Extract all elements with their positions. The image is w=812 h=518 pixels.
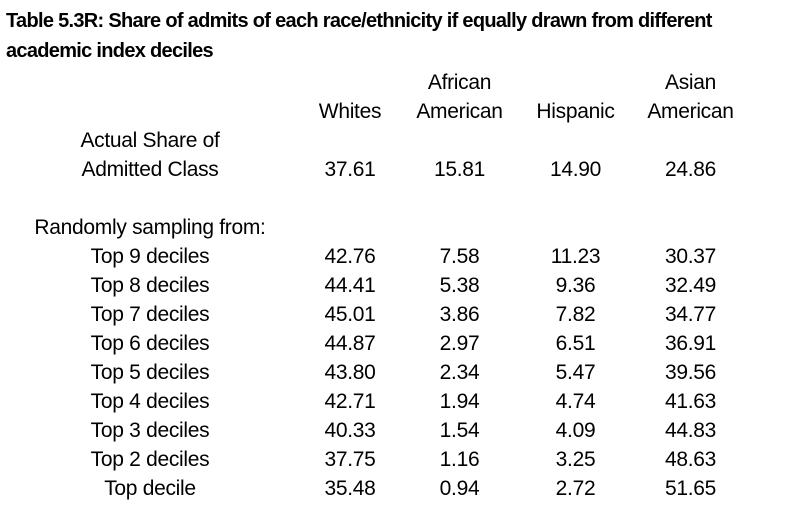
value-cell: 1.54 [439, 418, 480, 442]
value-cell: 42.76 [324, 244, 376, 268]
value-cell: 3.25 [555, 447, 596, 471]
value-cell: 5.47 [555, 360, 596, 384]
value-cell: 3.86 [439, 302, 480, 326]
value-cell: 51.65 [664, 476, 717, 500]
section-label-randomly-sampling: Randomly sampling from: [34, 215, 266, 239]
actual-share-label-row: Actual Share of [0, 126, 749, 155]
page: Table 5.3R: Share of admits of each race… [0, 6, 812, 518]
empty-cell [632, 213, 749, 242]
table-row: Top 7 deciles 45.01 3.86 7.82 34.77 [0, 300, 749, 329]
value-cell: 7.58 [439, 244, 480, 268]
value-cell: 44.87 [324, 331, 376, 355]
value-cell: 30.37 [664, 244, 717, 268]
empty-cell [519, 68, 632, 97]
row-label-top-6-deciles: Top 6 deciles [90, 331, 210, 355]
value-cell: 42.71 [324, 389, 376, 413]
spacer-row [0, 184, 749, 213]
table-row: Top 5 deciles 43.80 2.34 5.47 39.56 [0, 358, 749, 387]
empty-cell [0, 68, 300, 97]
header-asian-american-line1: Asian [664, 70, 717, 94]
row-label-top-2-deciles: Top 2 deciles [90, 447, 210, 471]
value-cell: 5.38 [439, 273, 480, 297]
header-african-american-line2: American [416, 99, 503, 123]
actual-share-values-row: Admitted Class 37.61 15.81 14.90 24.86 [0, 155, 749, 184]
row-label-top-8-deciles: Top 8 deciles [90, 273, 210, 297]
value-cell: 37.75 [324, 447, 376, 471]
value-cell: 2.72 [555, 476, 596, 500]
empty-cell [0, 184, 749, 213]
value-cell: 4.09 [555, 418, 596, 442]
value-cell: 39.56 [664, 360, 717, 384]
empty-cell [400, 213, 519, 242]
table-row: Top 3 deciles 40.33 1.54 4.09 44.83 [0, 416, 749, 445]
value-cell: 48.63 [664, 447, 717, 471]
row-label-top-decile: Top decile [104, 476, 196, 500]
header-asian-american-line2: American [647, 99, 734, 123]
table-row: Top decile 35.48 0.94 2.72 51.65 [0, 474, 749, 503]
header-row-1: African Asian [0, 68, 749, 97]
table-title: Table 5.3R: Share of admits of each race… [6, 6, 812, 66]
value-cell: 2.97 [439, 331, 480, 355]
value-cell: 34.77 [664, 302, 717, 326]
value-cell: 1.94 [439, 389, 480, 413]
value-cell: 4.74 [555, 389, 596, 413]
value-cell: 44.41 [324, 273, 376, 297]
table-title-line-1: Table 5.3R: Share of admits of each race… [6, 10, 712, 32]
table-row: Top 2 deciles 37.75 1.16 3.25 48.63 [0, 445, 749, 474]
section-row: Randomly sampling from: [0, 213, 749, 242]
empty-cell [300, 126, 400, 155]
row-label-top-4-deciles: Top 4 deciles [90, 389, 210, 413]
table-row: Top 9 deciles 42.76 7.58 11.23 30.37 [0, 242, 749, 271]
empty-cell [300, 68, 400, 97]
value-cell: 15.81 [433, 157, 486, 181]
value-cell: 0.94 [439, 476, 480, 500]
empty-cell [0, 97, 300, 126]
value-cell: 24.86 [664, 157, 717, 181]
table-row: Top 8 deciles 44.41 5.38 9.36 32.49 [0, 271, 749, 300]
value-cell: 32.49 [664, 273, 717, 297]
table-row: Top 4 deciles 42.71 1.94 4.74 41.63 [0, 387, 749, 416]
empty-cell [400, 126, 519, 155]
empty-cell [519, 126, 632, 155]
value-cell: 35.48 [324, 476, 376, 500]
value-cell: 11.23 [550, 244, 601, 268]
value-cell: 1.16 [439, 447, 480, 471]
value-cell: 45.01 [324, 302, 376, 326]
data-table: African Asian Whites American Hispanic A… [0, 68, 749, 503]
value-cell: 14.90 [549, 157, 602, 181]
value-cell: 36.91 [664, 331, 717, 355]
header-row-2: Whites American Hispanic American [0, 97, 749, 126]
row-label-top-3-deciles: Top 3 deciles [90, 418, 210, 442]
row-label-actual-share-line1: Actual Share of [80, 128, 220, 152]
value-cell: 44.83 [664, 418, 717, 442]
table-row: Top 6 deciles 44.87 2.97 6.51 36.91 [0, 329, 749, 358]
empty-cell [632, 126, 749, 155]
empty-cell [300, 213, 400, 242]
value-cell: 7.82 [555, 302, 596, 326]
header-african-american-line1: African [427, 70, 492, 94]
value-cell: 9.36 [555, 273, 596, 297]
value-cell: 41.63 [664, 389, 717, 413]
value-cell: 40.33 [324, 418, 376, 442]
table-title-line-2: academic index deciles [6, 40, 214, 62]
value-cell: 2.34 [439, 360, 480, 384]
header-whites: Whites [318, 99, 382, 123]
header-hispanic: Hispanic [536, 99, 615, 123]
row-label-top-5-deciles: Top 5 deciles [90, 360, 210, 384]
row-label-actual-share-line2: Admitted Class [81, 157, 219, 181]
value-cell: 37.61 [324, 157, 376, 181]
empty-cell [519, 213, 632, 242]
row-label-top-7-deciles: Top 7 deciles [90, 302, 210, 326]
row-label-top-9-deciles: Top 9 deciles [90, 244, 210, 268]
value-cell: 6.51 [555, 331, 596, 355]
value-cell: 43.80 [324, 360, 376, 384]
